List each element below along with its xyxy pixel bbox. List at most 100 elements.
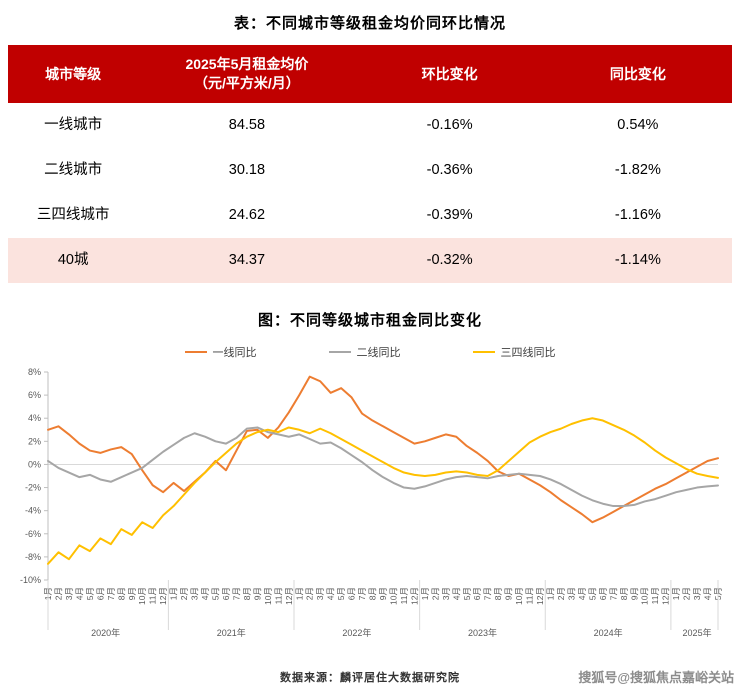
legend-item: 三四线同比 [472,344,556,360]
svg-text:1月: 1月 [420,587,430,600]
watermark: 搜狐号@搜狐焦点嘉峪关站 [578,670,734,685]
svg-text:10月: 10月 [388,587,398,605]
svg-text:2025年: 2025年 [683,627,712,638]
svg-text:4月: 4月 [451,587,461,600]
svg-text:7月: 7月 [483,587,493,600]
legend-label: 二线同比 [356,347,401,359]
table-header-row: 城市等级 2025年5月租金均价 （元/平方米/月） 环比变化 同比变化 [8,45,732,103]
footer: 数据来源：麟评居住大数据研究院 搜狐号@搜狐焦点嘉峪关站 [0,667,740,687]
svg-text:1月: 1月 [671,587,681,600]
table-row: 一线城市 84.58 -0.16% 0.54% [8,103,732,148]
svg-text:9月: 9月 [252,587,262,600]
svg-text:10月: 10月 [640,587,650,605]
svg-text:2月: 2月 [179,587,189,600]
svg-text:10月: 10月 [263,587,273,605]
svg-text:3月: 3月 [315,587,325,600]
tier-cell: 一线城市 [8,103,139,148]
svg-text:5月: 5月 [85,587,95,600]
svg-text:6%: 6% [28,390,41,400]
svg-text:12月: 12月 [661,587,671,605]
svg-text:10月: 10月 [514,587,524,605]
col-header-price-line1: 2025年5月租金均价 [185,56,309,72]
svg-text:4月: 4月 [74,587,84,600]
svg-text:8月: 8月 [116,587,126,600]
svg-text:8月: 8月 [242,587,252,600]
svg-text:6月: 6月 [347,587,357,600]
svg-text:-10%: -10% [20,575,41,585]
svg-text:9月: 9月 [378,587,388,600]
svg-text:9月: 9月 [629,587,639,600]
svg-text:2020年: 2020年 [91,627,120,638]
col-header-tier: 城市等级 [8,45,139,103]
svg-text:11月: 11月 [525,587,535,604]
rent-table: 城市等级 2025年5月租金均价 （元/平方米/月） 环比变化 同比变化 一线城… [8,45,732,283]
svg-text:2月: 2月 [556,587,566,600]
svg-text:2月: 2月 [430,587,440,600]
svg-text:2月: 2月 [53,587,63,600]
table-row: 40城 34.37 -0.32% -1.14% [8,238,732,283]
svg-text:4月: 4月 [200,587,210,600]
svg-text:9月: 9月 [504,587,514,600]
col-header-mom: 环比变化 [355,45,544,103]
tier-cell: 二线城市 [8,148,139,193]
yoy-cell: 0.54% [543,103,732,148]
svg-text:2月: 2月 [305,587,315,600]
svg-text:7月: 7月 [231,587,241,600]
svg-text:12月: 12月 [158,587,168,605]
svg-text:8月: 8月 [493,587,503,600]
yoy-cell: -1.14% [543,238,732,283]
mom-cell: -0.39% [355,193,544,238]
svg-text:7月: 7月 [106,587,116,600]
svg-text:6月: 6月 [95,587,105,600]
svg-text:6月: 6月 [598,587,608,600]
svg-text:9月: 9月 [127,587,137,600]
svg-text:5月: 5月 [462,587,472,600]
svg-text:3月: 3月 [566,587,576,600]
svg-text:4月: 4月 [326,587,336,600]
svg-text:5月: 5月 [211,587,221,600]
svg-text:8月: 8月 [368,587,378,600]
svg-text:3月: 3月 [190,587,200,600]
svg-text:-4%: -4% [25,506,41,516]
col-header-price-line2: （元/平方米/月） [194,75,300,91]
svg-text:6月: 6月 [472,587,482,600]
legend-label: 一线同比 [212,347,257,359]
svg-text:8%: 8% [28,367,41,377]
svg-text:6月: 6月 [221,587,231,600]
svg-text:0%: 0% [28,459,41,469]
svg-text:1月: 1月 [546,587,556,600]
svg-text:4%: 4% [28,413,41,423]
svg-text:3月: 3月 [441,587,451,600]
legend-swatch [328,351,351,353]
legend-swatch [184,351,207,353]
svg-text:12月: 12月 [535,587,545,605]
svg-text:8月: 8月 [619,587,629,600]
price-cell: 30.18 [138,148,356,193]
legend-item: 一线同比 [184,344,257,360]
yoy-line-chart: 8%6%4%2%0%-2%-4%-6%-8%-10%1月 2月 3月 4月 5月 6月 7月… [20,367,723,638]
svg-text:4月: 4月 [703,587,713,600]
table-row: 三四线城市 24.62 -0.39% -1.16% [8,193,732,238]
svg-text:4月: 4月 [577,587,587,600]
tier-cell: 三四线城市 [8,193,139,238]
col-header-yoy: 同比变化 [543,45,732,103]
legend-swatch [472,351,495,353]
svg-text:2%: 2% [28,436,41,446]
svg-text:2023年: 2023年 [468,627,497,638]
svg-text:5月: 5月 [336,587,346,600]
svg-text:12月: 12月 [409,587,419,605]
svg-text:11月: 11月 [273,587,283,604]
chart-title: 图：不同等级城市租金同比变化 [257,312,482,329]
svg-text:11月: 11月 [399,587,409,604]
svg-text:2021年: 2021年 [217,627,246,638]
price-cell: 34.37 [138,238,356,283]
yoy-cell: -1.82% [543,148,732,193]
svg-text:1月: 1月 [294,587,304,600]
price-cell: 24.62 [138,193,356,238]
svg-text:12月: 12月 [284,587,294,605]
data-source: 数据来源：麟评居住大数据研究院 [280,672,460,684]
svg-text:2月: 2月 [682,587,692,600]
svg-text:2024年: 2024年 [594,627,623,638]
svg-text:3月: 3月 [692,587,702,600]
